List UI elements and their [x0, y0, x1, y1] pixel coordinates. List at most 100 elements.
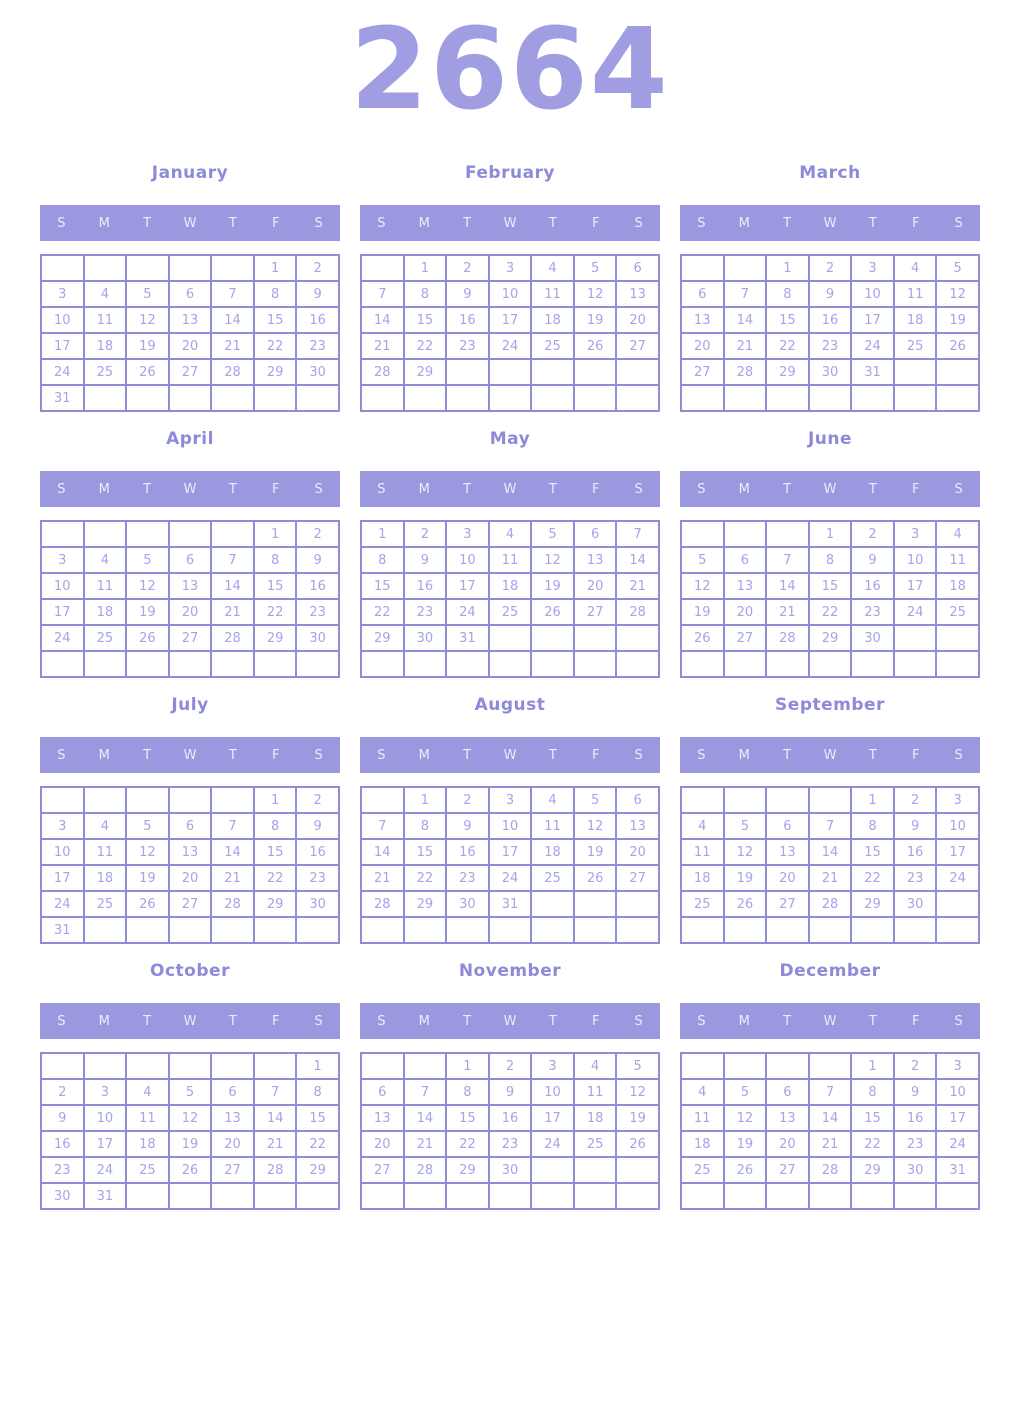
empty-day-cell	[892, 358, 938, 386]
day-cell: 19	[572, 838, 618, 866]
day-cell: 28	[252, 1156, 298, 1184]
day-cell: 9	[487, 1078, 533, 1106]
day-cell: 13	[167, 572, 213, 600]
day-cell: 14	[615, 546, 660, 574]
day-cell: 30	[807, 358, 853, 386]
empty-day-cell	[572, 1182, 618, 1210]
day-cell: 3	[82, 1078, 128, 1106]
day-cell: 15	[252, 572, 298, 600]
month-title: September	[775, 695, 885, 715]
day-cell: 22	[850, 1130, 895, 1158]
day-cell: 18	[680, 864, 725, 892]
weekday-label: S	[314, 215, 323, 231]
day-cell: 23	[892, 1130, 938, 1158]
day-cell: 8	[402, 280, 448, 308]
day-cell: 13	[680, 306, 725, 334]
empty-day-cell	[82, 1052, 128, 1080]
year-title: 2664	[350, 5, 670, 135]
weekday-label: F	[271, 215, 280, 231]
day-cell: 7	[615, 520, 660, 548]
weekday-label: T	[143, 747, 152, 763]
day-cell: 26	[572, 332, 618, 360]
day-cell: 14	[722, 306, 768, 334]
day-cell: 6	[765, 1078, 810, 1106]
day-cell: 8	[360, 546, 405, 574]
day-cell: 19	[167, 1130, 213, 1158]
day-cell: 10	[82, 1104, 128, 1132]
empty-day-cell	[935, 384, 980, 412]
month-table: 1 2 3 4 5 6 7 8 9 10 11 12 13 14 15 16 17 18 19 20 21 22 23 24 2…	[680, 520, 980, 678]
week-row	[680, 916, 980, 944]
day-cell: 29	[850, 890, 895, 918]
weekday-label: T	[143, 1013, 152, 1029]
day-cell: 20	[167, 332, 213, 360]
day-cell: 5	[572, 786, 618, 814]
week-row: 25 26 27 28 29 30 31	[680, 1156, 980, 1184]
week-row: 1	[40, 1052, 340, 1080]
day-cell: 16	[295, 306, 340, 334]
empty-day-cell	[167, 254, 213, 282]
day-cell: 17	[40, 332, 85, 360]
empty-day-cell	[850, 916, 895, 944]
day-cell: 30	[40, 1182, 85, 1210]
empty-day-cell	[572, 890, 618, 918]
day-cell: 18	[530, 838, 575, 866]
empty-day-cell	[402, 384, 448, 412]
week-row: 18 19 20 21 22 23 24	[680, 864, 980, 892]
empty-day-cell	[850, 384, 895, 412]
weekday-label: T	[463, 747, 472, 763]
day-cell: 15	[402, 838, 448, 866]
day-cell: 10	[935, 1078, 980, 1106]
weekday-label: F	[271, 747, 280, 763]
day-cell: 6	[615, 786, 660, 814]
day-cell: 1	[402, 254, 448, 282]
day-cell: 18	[680, 1130, 725, 1158]
day-cell: 6	[572, 520, 618, 548]
day-cell: 25	[892, 332, 938, 360]
day-cell: 3	[892, 520, 938, 548]
day-cell: 22	[850, 864, 895, 892]
day-cell: 11	[572, 1078, 618, 1106]
month-april: April S M T W T F S 1 2 3 4 5 6 7 8 9 10 11 12 13 14 15 16 17 18 1…	[40, 428, 340, 678]
empty-day-cell	[722, 384, 768, 412]
day-cell: 9	[295, 812, 340, 840]
day-cell: 15	[807, 572, 853, 600]
empty-day-cell	[680, 650, 725, 678]
empty-day-cell	[615, 384, 660, 412]
day-cell: 1	[402, 786, 448, 814]
weekday-label: T	[463, 215, 472, 231]
day-cell: 8	[850, 1078, 895, 1106]
empty-day-cell	[82, 254, 128, 282]
day-cell: 17	[892, 572, 938, 600]
empty-day-cell	[487, 384, 533, 412]
weekday-label: W	[503, 481, 517, 497]
empty-day-cell	[252, 384, 298, 412]
day-cell: 31	[40, 916, 85, 944]
day-cell: 11	[680, 838, 725, 866]
weekday-label: T	[548, 215, 557, 231]
day-cell: 6	[360, 1078, 405, 1106]
week-row: 7 8 9 10 11 12 13	[360, 280, 660, 308]
day-cell: 1	[850, 786, 895, 814]
day-cell: 21	[615, 572, 660, 600]
day-cell: 1	[445, 1052, 490, 1080]
day-cell: 2	[487, 1052, 533, 1080]
day-cell: 4	[935, 520, 980, 548]
day-cell: 12	[722, 1104, 768, 1132]
day-cell: 21	[210, 332, 255, 360]
day-cell: 9	[445, 280, 490, 308]
day-cell: 6	[722, 546, 768, 574]
day-cell: 19	[530, 572, 575, 600]
week-row: 26 27 28 29 30	[680, 624, 980, 652]
empty-day-cell	[892, 1182, 938, 1210]
empty-day-cell	[807, 786, 853, 814]
day-cell: 7	[807, 1078, 853, 1106]
day-cell: 28	[360, 358, 405, 386]
empty-day-cell	[167, 1182, 213, 1210]
day-cell: 3	[445, 520, 490, 548]
day-cell: 15	[252, 306, 298, 334]
day-cell: 21	[360, 332, 405, 360]
